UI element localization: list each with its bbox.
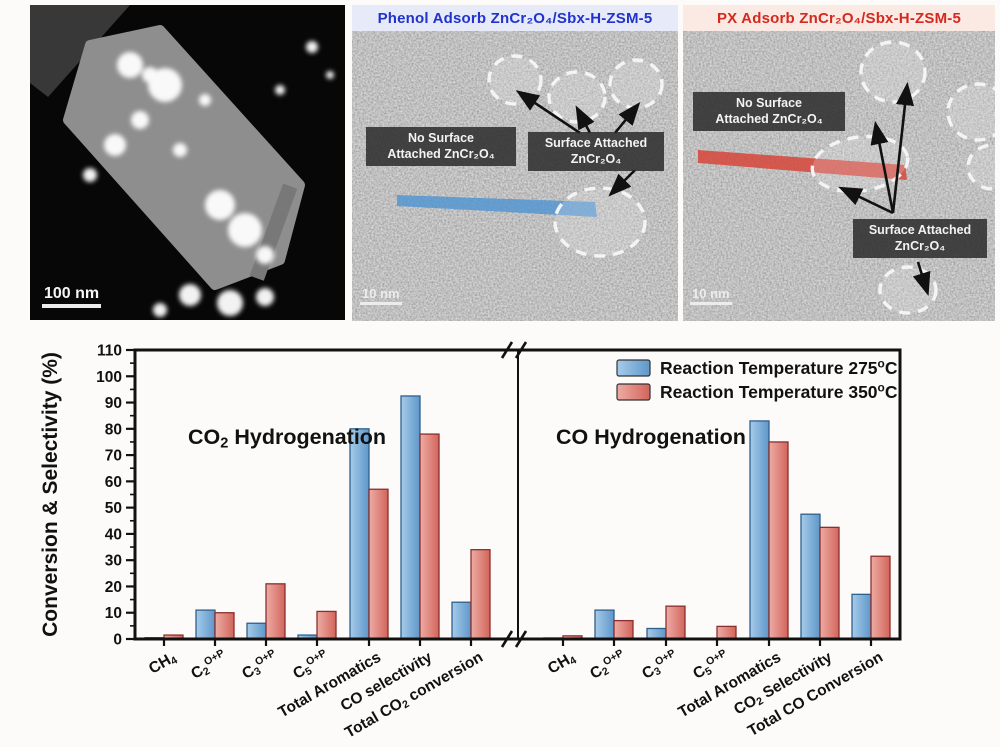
bar	[800, 513, 821, 640]
bar	[819, 526, 840, 640]
y-tick-label: 50	[105, 500, 122, 517]
scale-bar-10nm: 10 nm	[690, 286, 732, 305]
y-tick-label: 110	[97, 343, 122, 360]
bar	[246, 622, 267, 640]
bars-panel-0	[144, 395, 491, 640]
legend-swatch	[616, 359, 651, 377]
y-tick-label: 0	[113, 632, 122, 649]
bars-panel-1	[543, 420, 891, 640]
y-tick-label: 20	[105, 579, 122, 596]
y-tick-label: 10	[105, 605, 122, 622]
panel-caption: CO2 Hydrogenation	[188, 425, 386, 451]
tem-px-graphic	[683, 31, 995, 321]
x-tick-label: C2O+P	[586, 647, 629, 684]
axis-break-mark	[500, 630, 514, 648]
y-axis: 0 10 20 30 40 50 60 70 80 90 100 110	[96, 343, 135, 649]
bar	[400, 395, 421, 640]
bar	[419, 433, 440, 640]
bar	[594, 609, 615, 640]
y-tick-label: 90	[105, 395, 122, 412]
bar	[613, 619, 634, 640]
bar	[451, 601, 472, 640]
tem-noise-texture	[683, 31, 995, 321]
scale-bar-label: 10 nm	[362, 286, 400, 301]
background-wedge	[30, 5, 130, 97]
y-tick-label: 100	[96, 369, 122, 386]
bar	[470, 549, 491, 640]
x-tick-label: C3O+P	[638, 647, 681, 684]
legend-swatch	[616, 383, 651, 401]
bar	[195, 609, 216, 640]
bar	[316, 610, 337, 640]
tem-image-px-adsorb: PX Adsorb ZnCr₂O₄/Sbx-H-ZSM-5	[683, 5, 995, 321]
bar-chart: 0 10 20 30 40 50 60 70 80 90 100 110 Conversion & Se…	[0, 330, 1000, 747]
x-tick-label: CH4	[146, 649, 180, 679]
tem-image-phenol-adsorb: Phenol Adsorb ZnCr₂O₄/Sbx-H-ZSM-5	[352, 5, 678, 321]
scale-bar-label: 10 nm	[692, 286, 730, 301]
annotation-arrows	[838, 81, 931, 296]
panel-title-phenol: Phenol Adsorb ZnCr₂O₄/Sbx-H-ZSM-5	[352, 5, 678, 31]
surface-attached-label: Surface Attached ZnCr₂O₄	[853, 219, 987, 258]
tem-phenol-graphic	[352, 31, 678, 321]
bar	[349, 428, 370, 640]
panel-title-px: PX Adsorb ZnCr₂O₄/Sbx-H-ZSM-5	[683, 5, 995, 31]
bar	[646, 627, 667, 640]
panel-caption: CO Hydrogenation	[556, 425, 746, 449]
y-tick-label: 60	[105, 474, 122, 491]
scale-bar-100nm: 100 nm	[42, 285, 102, 308]
bar	[665, 605, 686, 640]
x-tick-label: C3O+P	[238, 647, 281, 684]
axis-break-mark	[514, 341, 528, 359]
bar	[768, 441, 789, 640]
legend-label: Reaction Temperature 350oC	[660, 380, 898, 402]
tem-crystal-graphic	[30, 5, 345, 320]
nanoparticle-clusters	[83, 41, 334, 317]
y-tick-label: 70	[105, 448, 122, 465]
y-tick-label: 80	[105, 421, 122, 438]
x-tick-label: C2O+P	[187, 647, 230, 684]
axis-break-mark	[500, 341, 514, 359]
y-axis-title: Conversion & Selectivity (%)	[39, 352, 62, 637]
y-tick-label: 40	[105, 526, 122, 543]
bar	[716, 625, 737, 640]
y-tick-label: 30	[105, 553, 122, 570]
axis-break-mark	[514, 630, 528, 648]
surface-attached-label: Surface Attached ZnCr₂O₄	[528, 132, 664, 171]
bar	[368, 488, 389, 640]
scale-bar-10nm: 10 nm	[360, 286, 402, 305]
bar	[870, 555, 891, 640]
bar	[749, 420, 770, 640]
bar	[265, 583, 286, 640]
scale-bar-label: 100 nm	[44, 285, 100, 302]
annotation-arrows	[515, 90, 641, 197]
bar	[214, 612, 235, 640]
legend-label: Reaction Temperature 275oC	[660, 356, 898, 378]
no-surface-label: No Surface Attached ZnCr₂O₄	[366, 127, 516, 166]
phenol-highlight-rod	[397, 195, 597, 217]
no-surface-label: No Surface Attached ZnCr₂O₄	[693, 92, 845, 131]
tem-image-zeolite-crystal: 100 nm	[30, 5, 345, 320]
x-tick-label: CH4	[545, 649, 579, 679]
bar	[851, 593, 872, 640]
px-highlight-rod	[698, 150, 907, 180]
